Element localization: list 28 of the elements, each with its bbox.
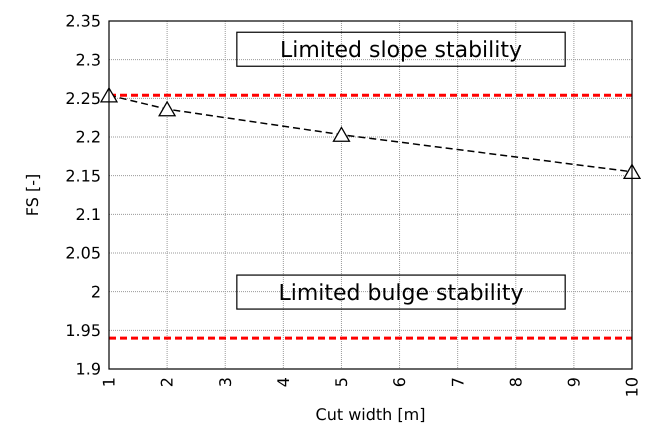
x-tick-label: 9	[564, 377, 584, 388]
y-tick-label: 2.25	[65, 88, 101, 108]
point	[332, 126, 350, 142]
x-tick-label: 6	[390, 377, 410, 388]
ref-line-label: Limited slope stability	[280, 38, 522, 64]
y-tick-label: 2.2	[76, 128, 101, 147]
y-tick-label: 2.1	[76, 204, 101, 224]
point	[158, 101, 176, 116]
y-tick-label: 1.95	[65, 320, 101, 340]
ref-line-label: Limited bulge stability	[278, 281, 524, 306]
y-tick-label: 2.05	[65, 244, 101, 263]
x-tick-label: 5	[332, 377, 352, 388]
y-tick-label: 2.35	[65, 12, 101, 31]
x-tick-label: 2	[158, 377, 177, 388]
y-tick-label: 2.3	[76, 50, 101, 70]
x-tick-label: 8	[506, 377, 526, 388]
y-axis-title: FS [-]	[23, 174, 42, 216]
y-tick-label: 1.9	[76, 360, 101, 379]
point	[100, 87, 118, 102]
x-tick-label: 4	[274, 377, 293, 388]
x-tick-label: 7	[448, 377, 468, 388]
point	[623, 164, 641, 180]
y-tick-label: 2	[90, 282, 101, 302]
x-axis-title: Cut width [m]	[316, 405, 426, 424]
y-tick-label: 2.15	[65, 166, 101, 186]
x-tick-label: 3	[216, 377, 235, 388]
x-tick-label: 10	[622, 377, 642, 398]
x-tick-label: 1	[100, 377, 119, 388]
